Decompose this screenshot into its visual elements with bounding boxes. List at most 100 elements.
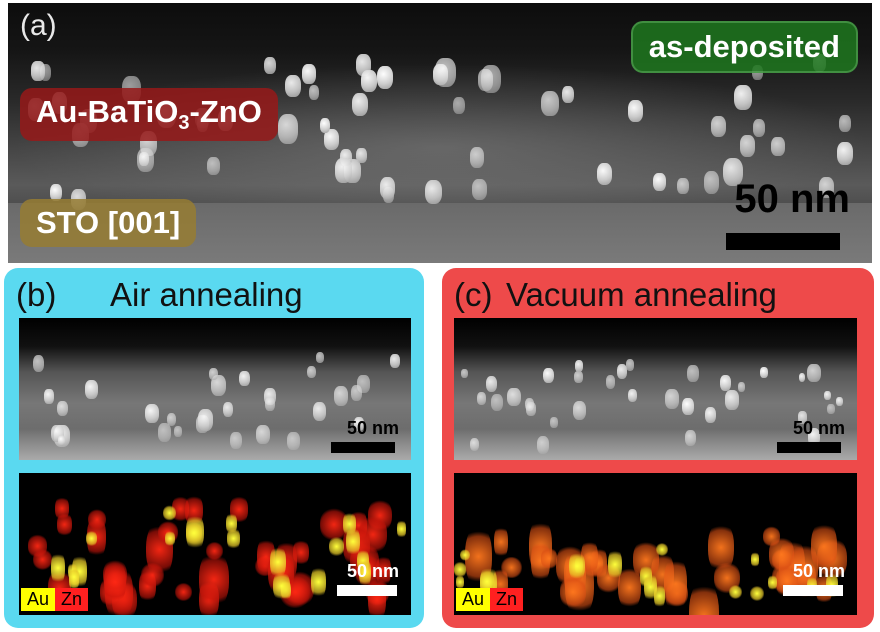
au-particle xyxy=(145,403,159,424)
substrate-tag: STO [001] xyxy=(20,199,197,247)
eds-blob xyxy=(175,582,193,602)
eds-blob xyxy=(310,565,327,600)
au-particle xyxy=(324,128,340,150)
au-particle xyxy=(682,398,694,416)
au-particle xyxy=(452,97,465,115)
au-particle xyxy=(356,148,367,164)
eds-blob xyxy=(51,551,66,585)
legend-au: Au xyxy=(456,588,491,611)
eds-blob xyxy=(459,548,471,562)
eds-blob xyxy=(454,560,467,578)
eds-blob xyxy=(607,547,622,582)
film-composition-tag: Au-BaTiO3-ZnO xyxy=(20,88,278,142)
au-particle xyxy=(380,176,396,199)
eds-blob xyxy=(729,585,743,600)
au-particle xyxy=(616,364,628,379)
au-particle xyxy=(302,64,316,84)
scale-bar-label: 50 nm xyxy=(734,177,850,221)
au-particle xyxy=(575,360,584,372)
eds-blob xyxy=(569,550,586,582)
eds-blob xyxy=(87,508,107,531)
eds-scale-bar xyxy=(337,585,397,596)
au-particle xyxy=(485,375,498,393)
eds-blob xyxy=(86,529,98,548)
au-particle xyxy=(798,411,807,424)
au-particle xyxy=(824,390,831,400)
au-particle xyxy=(56,400,68,417)
au-particle xyxy=(550,417,559,429)
au-particle xyxy=(333,385,348,406)
tem-scale-bar-label: 50 nm xyxy=(346,418,399,438)
au-particle xyxy=(627,389,637,403)
au-particle xyxy=(256,424,270,445)
eds-scale-bar xyxy=(783,585,843,596)
element-legend: Au Zn xyxy=(21,588,89,611)
au-particle xyxy=(319,118,331,134)
au-particle xyxy=(316,351,325,363)
eds-blob xyxy=(199,550,229,608)
as-deposited-tag: as-deposited xyxy=(630,21,858,73)
au-particle xyxy=(472,179,487,201)
eds-blob xyxy=(171,495,189,524)
eds-blob xyxy=(810,521,838,572)
au-particle xyxy=(686,364,699,382)
au-particle xyxy=(605,375,616,389)
au-particle xyxy=(541,90,560,116)
element-legend: Au Zn xyxy=(456,588,524,611)
au-particle xyxy=(724,390,739,410)
au-particle xyxy=(477,392,487,406)
eds-blob xyxy=(165,530,176,548)
panel-c-eds-map: 50 nm Au Zn xyxy=(454,473,857,615)
eds-blob xyxy=(688,580,719,615)
au-particle xyxy=(572,400,587,421)
au-particle xyxy=(32,354,45,372)
eds-blob xyxy=(541,546,557,571)
au-particle xyxy=(39,64,52,82)
au-particle xyxy=(734,85,752,110)
au-particle xyxy=(284,74,301,98)
eds-blob xyxy=(560,576,586,608)
film-tag-suffix: -ZnO xyxy=(189,94,262,129)
panel-b-tem-image: 50 nm xyxy=(19,318,411,460)
tem-scale-bar-label: 50 nm xyxy=(792,418,845,438)
au-particle xyxy=(759,367,768,379)
au-particle xyxy=(819,177,834,199)
au-particle xyxy=(351,92,369,117)
au-particle xyxy=(526,402,536,416)
au-particle xyxy=(174,425,182,437)
panel-c-tem-image: 50 nm xyxy=(454,318,857,460)
eds-blob xyxy=(494,525,509,559)
eds-blob xyxy=(750,551,759,568)
au-particle xyxy=(737,382,746,393)
au-particle xyxy=(264,396,275,412)
au-particle xyxy=(574,371,583,384)
au-particle xyxy=(222,401,234,417)
au-particle xyxy=(435,57,456,88)
au-particle xyxy=(43,389,54,404)
legend-zn: Zn xyxy=(55,588,89,611)
au-particle xyxy=(57,435,66,446)
au-particle xyxy=(798,373,806,383)
au-particle xyxy=(167,412,177,427)
au-particle xyxy=(480,64,501,94)
eds-blob xyxy=(186,521,203,545)
au-particle xyxy=(229,431,242,449)
eds-blob xyxy=(103,559,126,605)
au-particle xyxy=(377,65,394,89)
eds-scale-bar-label: 50 nm xyxy=(792,561,845,581)
au-particle xyxy=(562,85,575,103)
au-particle xyxy=(469,147,485,168)
au-particle xyxy=(31,61,45,81)
eds-blob xyxy=(140,562,164,587)
eds-blob xyxy=(455,574,465,591)
panel-c-title: Vacuum annealing xyxy=(506,276,777,313)
legend-au: Au xyxy=(21,588,56,611)
au-particle xyxy=(739,135,755,157)
eds-blob xyxy=(643,571,657,603)
au-particle xyxy=(312,402,327,422)
eds-scale-bar-label: 50 nm xyxy=(346,561,399,581)
eds-blob xyxy=(69,566,79,587)
au-particle xyxy=(677,178,689,195)
panel-b-air-annealing: (b) Air annealing 50 nm 50 nm Au Zn xyxy=(4,268,424,628)
au-particle xyxy=(424,179,442,205)
